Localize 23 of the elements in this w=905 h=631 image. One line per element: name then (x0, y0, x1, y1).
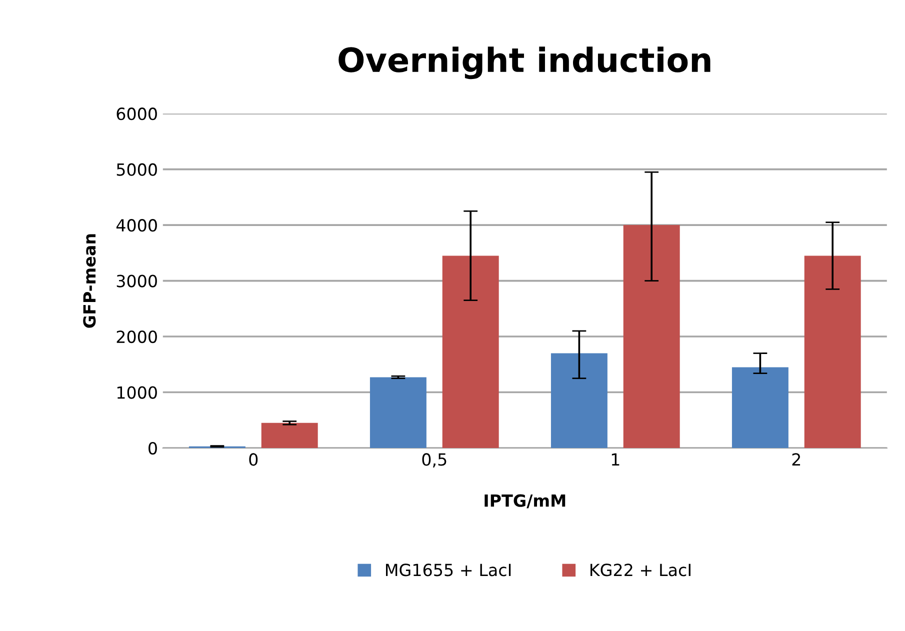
bar (370, 377, 426, 448)
bar (732, 367, 788, 448)
x-tick-label: 0,5 (422, 453, 446, 468)
chart-title: Overnight induction (338, 46, 710, 80)
bar (623, 225, 680, 448)
legend-label: MG1655 + LacI (386, 564, 511, 576)
bar (804, 256, 861, 448)
x-tick-label: 0 (249, 453, 258, 466)
bar (442, 256, 499, 448)
x-tick-label: 1 (612, 453, 620, 466)
bar (261, 422, 318, 448)
y-axis-title: GFP-mean (83, 234, 96, 328)
x-axis-title: IPTG/mM (484, 494, 566, 508)
y-tick-label: 3000 (116, 274, 157, 288)
y-tick-label: 2000 (116, 330, 157, 344)
x-tick-label: 2 (792, 453, 800, 466)
y-tick-label: 1000 (117, 386, 157, 399)
y-tick-label: 0 (148, 442, 157, 455)
bar (550, 353, 608, 448)
y-tick-label: 5000 (116, 163, 157, 176)
legend-label: KG22 + LacI (590, 564, 690, 576)
y-tick-label: 6000 (116, 108, 157, 120)
y-tick-label: 4000 (116, 219, 157, 232)
